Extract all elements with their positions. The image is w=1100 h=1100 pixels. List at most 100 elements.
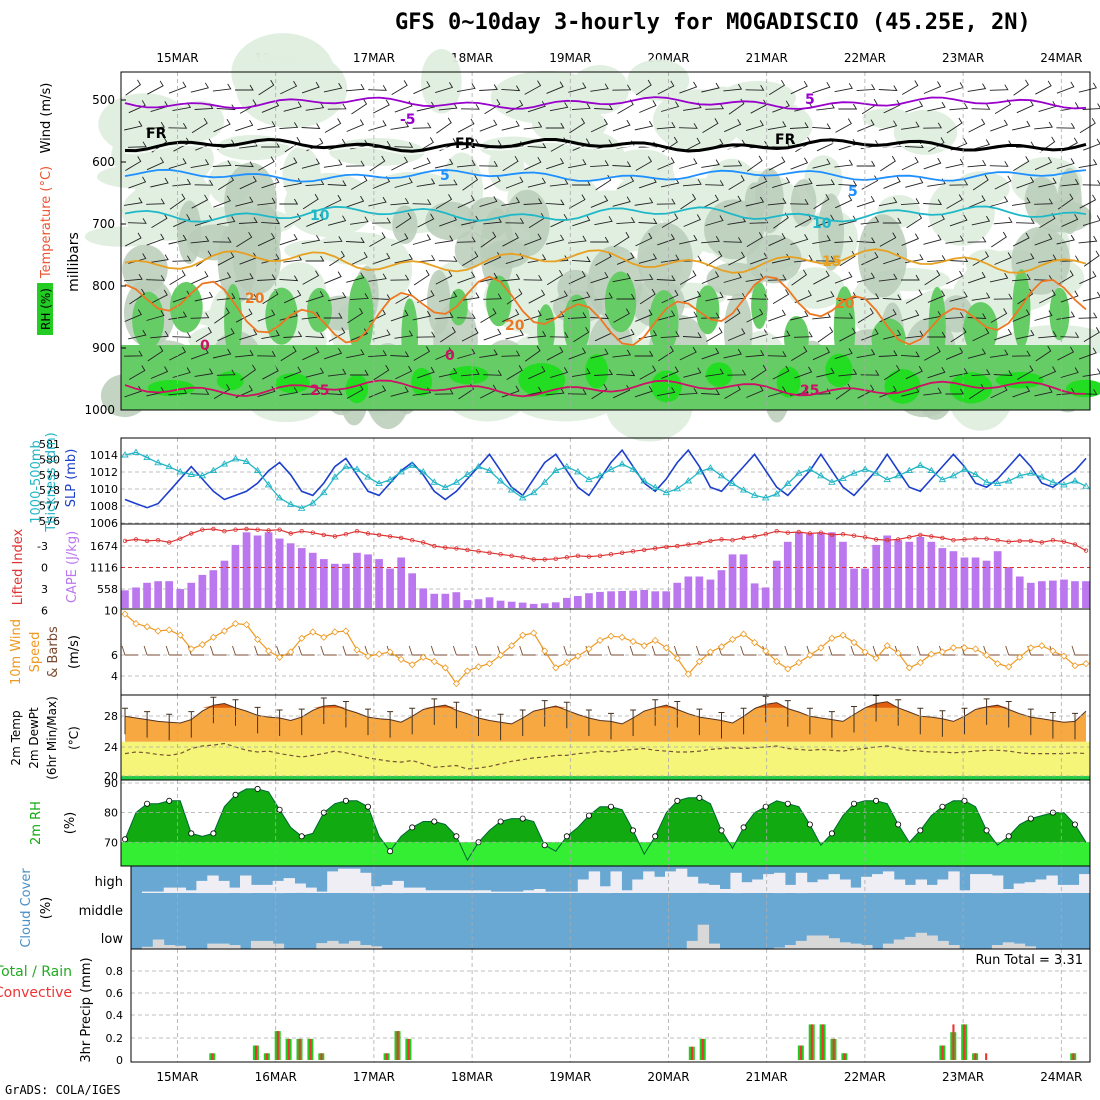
- thickness-point: [927, 466, 936, 474]
- wind-barb: [524, 233, 542, 246]
- wind-barb: [546, 269, 564, 286]
- cape-tick: 1116: [90, 562, 118, 575]
- temperature-tick: 28: [104, 710, 118, 723]
- wind-barb: [456, 236, 476, 243]
- wind-barb: [416, 366, 435, 379]
- rh2m-point: [895, 821, 902, 828]
- lifted-index-point: [907, 535, 912, 540]
- wind-barb: [435, 270, 453, 285]
- wind-barb: [812, 123, 832, 130]
- wind-barb: [635, 156, 653, 171]
- cloud-high-bar: [1079, 874, 1091, 893]
- wind-barb: [327, 215, 347, 226]
- wind-barb: [479, 84, 498, 91]
- cloud-low-bar: [697, 924, 710, 949]
- wind-barb: [372, 217, 391, 224]
- cape-bar: [176, 589, 185, 608]
- wind-barb: [391, 80, 408, 95]
- thickness-point: [1071, 477, 1079, 484]
- cape-bar: [320, 559, 328, 608]
- wind-barb: [350, 216, 369, 225]
- cloud-high-bar: [665, 871, 677, 893]
- wind-barb: [151, 136, 168, 153]
- rh2m-point: [409, 824, 416, 831]
- wind-barb: [724, 307, 741, 324]
- lifted-index-axis-title: Lifted Index: [11, 528, 26, 605]
- wind-barb: [324, 347, 343, 360]
- wind-barb: [971, 369, 991, 377]
- cape-bar: [905, 541, 914, 608]
- cloud-low-bar: [1024, 946, 1036, 949]
- cloud-low-bar: [861, 945, 873, 949]
- rh2m-point: [873, 797, 880, 804]
- lifted-index-point: [200, 527, 205, 532]
- lifted-index-point: [443, 545, 448, 550]
- wind-speed-point: [309, 628, 317, 636]
- rh2m-point: [630, 827, 637, 834]
- wind-barb: [901, 156, 919, 171]
- rh-contour-area: [825, 353, 853, 388]
- cloud-low-bar: [316, 943, 328, 949]
- thickness-point: [596, 471, 604, 479]
- thickness-point: [706, 464, 715, 471]
- wind-barb: [573, 326, 590, 343]
- wind-barb: [212, 236, 232, 243]
- temperature-minmax-bar: [1005, 701, 1012, 728]
- cape-bar: [353, 552, 361, 608]
- wind-barb: [394, 330, 414, 339]
- wind-barb: [1078, 82, 1097, 93]
- thickness-point: [342, 462, 350, 470]
- wind-barb: [590, 160, 609, 168]
- pressure-tick: 1000: [84, 403, 115, 417]
- lifted-index-tick: -3: [37, 540, 48, 553]
- wind-barb: [216, 216, 236, 226]
- wind-barb: [1083, 250, 1100, 267]
- wind-speed-tick: 6: [111, 649, 118, 662]
- cape-bar: [960, 557, 969, 608]
- cape-bar: [308, 552, 317, 608]
- wind-barb: [457, 271, 476, 284]
- wind-barb: [1078, 235, 1098, 244]
- wind-barb: [190, 82, 209, 93]
- wind-barb: [1083, 327, 1100, 342]
- wind-barb: [129, 288, 146, 305]
- cloud-high-bar: [218, 880, 230, 894]
- wind-barb: [1057, 193, 1074, 210]
- wind-barb: [660, 101, 680, 112]
- wind-barb: [368, 350, 387, 358]
- date-label-top: 19MAR: [549, 51, 591, 65]
- wind-barb: [305, 367, 324, 378]
- thickness-point: [397, 468, 405, 475]
- wind-barb: [279, 233, 298, 246]
- wind-barb: [767, 351, 787, 357]
- wind-barb: [834, 271, 853, 284]
- wind-barb: [861, 98, 878, 115]
- wind-barb: [994, 252, 1012, 265]
- wind-speed-point: [563, 659, 571, 667]
- wind-barb: [550, 367, 569, 379]
- temperature-minmax-bar: [585, 709, 592, 736]
- wind-barb: [416, 101, 436, 112]
- wind-barb: [301, 123, 321, 129]
- cape-bar: [596, 591, 604, 608]
- contour-label: 5: [805, 92, 815, 108]
- wind-barb: [950, 326, 967, 343]
- thickness-point: [971, 470, 980, 477]
- wind-speed-point: [706, 648, 714, 656]
- wind-barb: [545, 387, 565, 396]
- cape-bar: [1082, 581, 1090, 608]
- temperature-minmax-bar: [1072, 712, 1078, 740]
- wind-barb: [594, 104, 614, 110]
- cape-bar: [132, 587, 140, 608]
- wind-speed-point: [894, 649, 902, 657]
- wind-barb: [949, 179, 969, 186]
- lifted-index-point: [155, 538, 161, 543]
- wind-barb: [905, 177, 924, 188]
- wind-speed-point: [452, 680, 460, 688]
- thickness-point: [176, 468, 184, 475]
- temperature-area: [125, 701, 1086, 742]
- wind-barb: [283, 331, 303, 338]
- wind-barb: [883, 176, 901, 189]
- cloud-high-bar: [752, 879, 764, 893]
- wind-barb: [143, 645, 161, 656]
